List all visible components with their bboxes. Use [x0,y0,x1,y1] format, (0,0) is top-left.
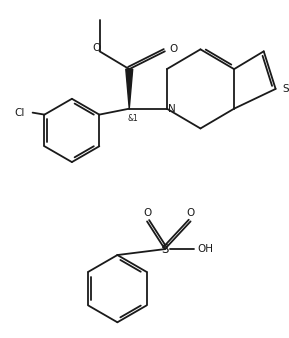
Polygon shape [126,69,133,109]
Text: O: O [170,44,178,54]
Text: O: O [186,208,195,218]
Text: Cl: Cl [14,107,25,118]
Text: N: N [168,104,176,114]
Text: O: O [92,43,101,53]
Text: O: O [143,208,151,218]
Text: &1: &1 [128,114,139,123]
Text: OH: OH [197,244,213,254]
Text: S: S [161,243,168,256]
Text: S: S [282,84,289,94]
